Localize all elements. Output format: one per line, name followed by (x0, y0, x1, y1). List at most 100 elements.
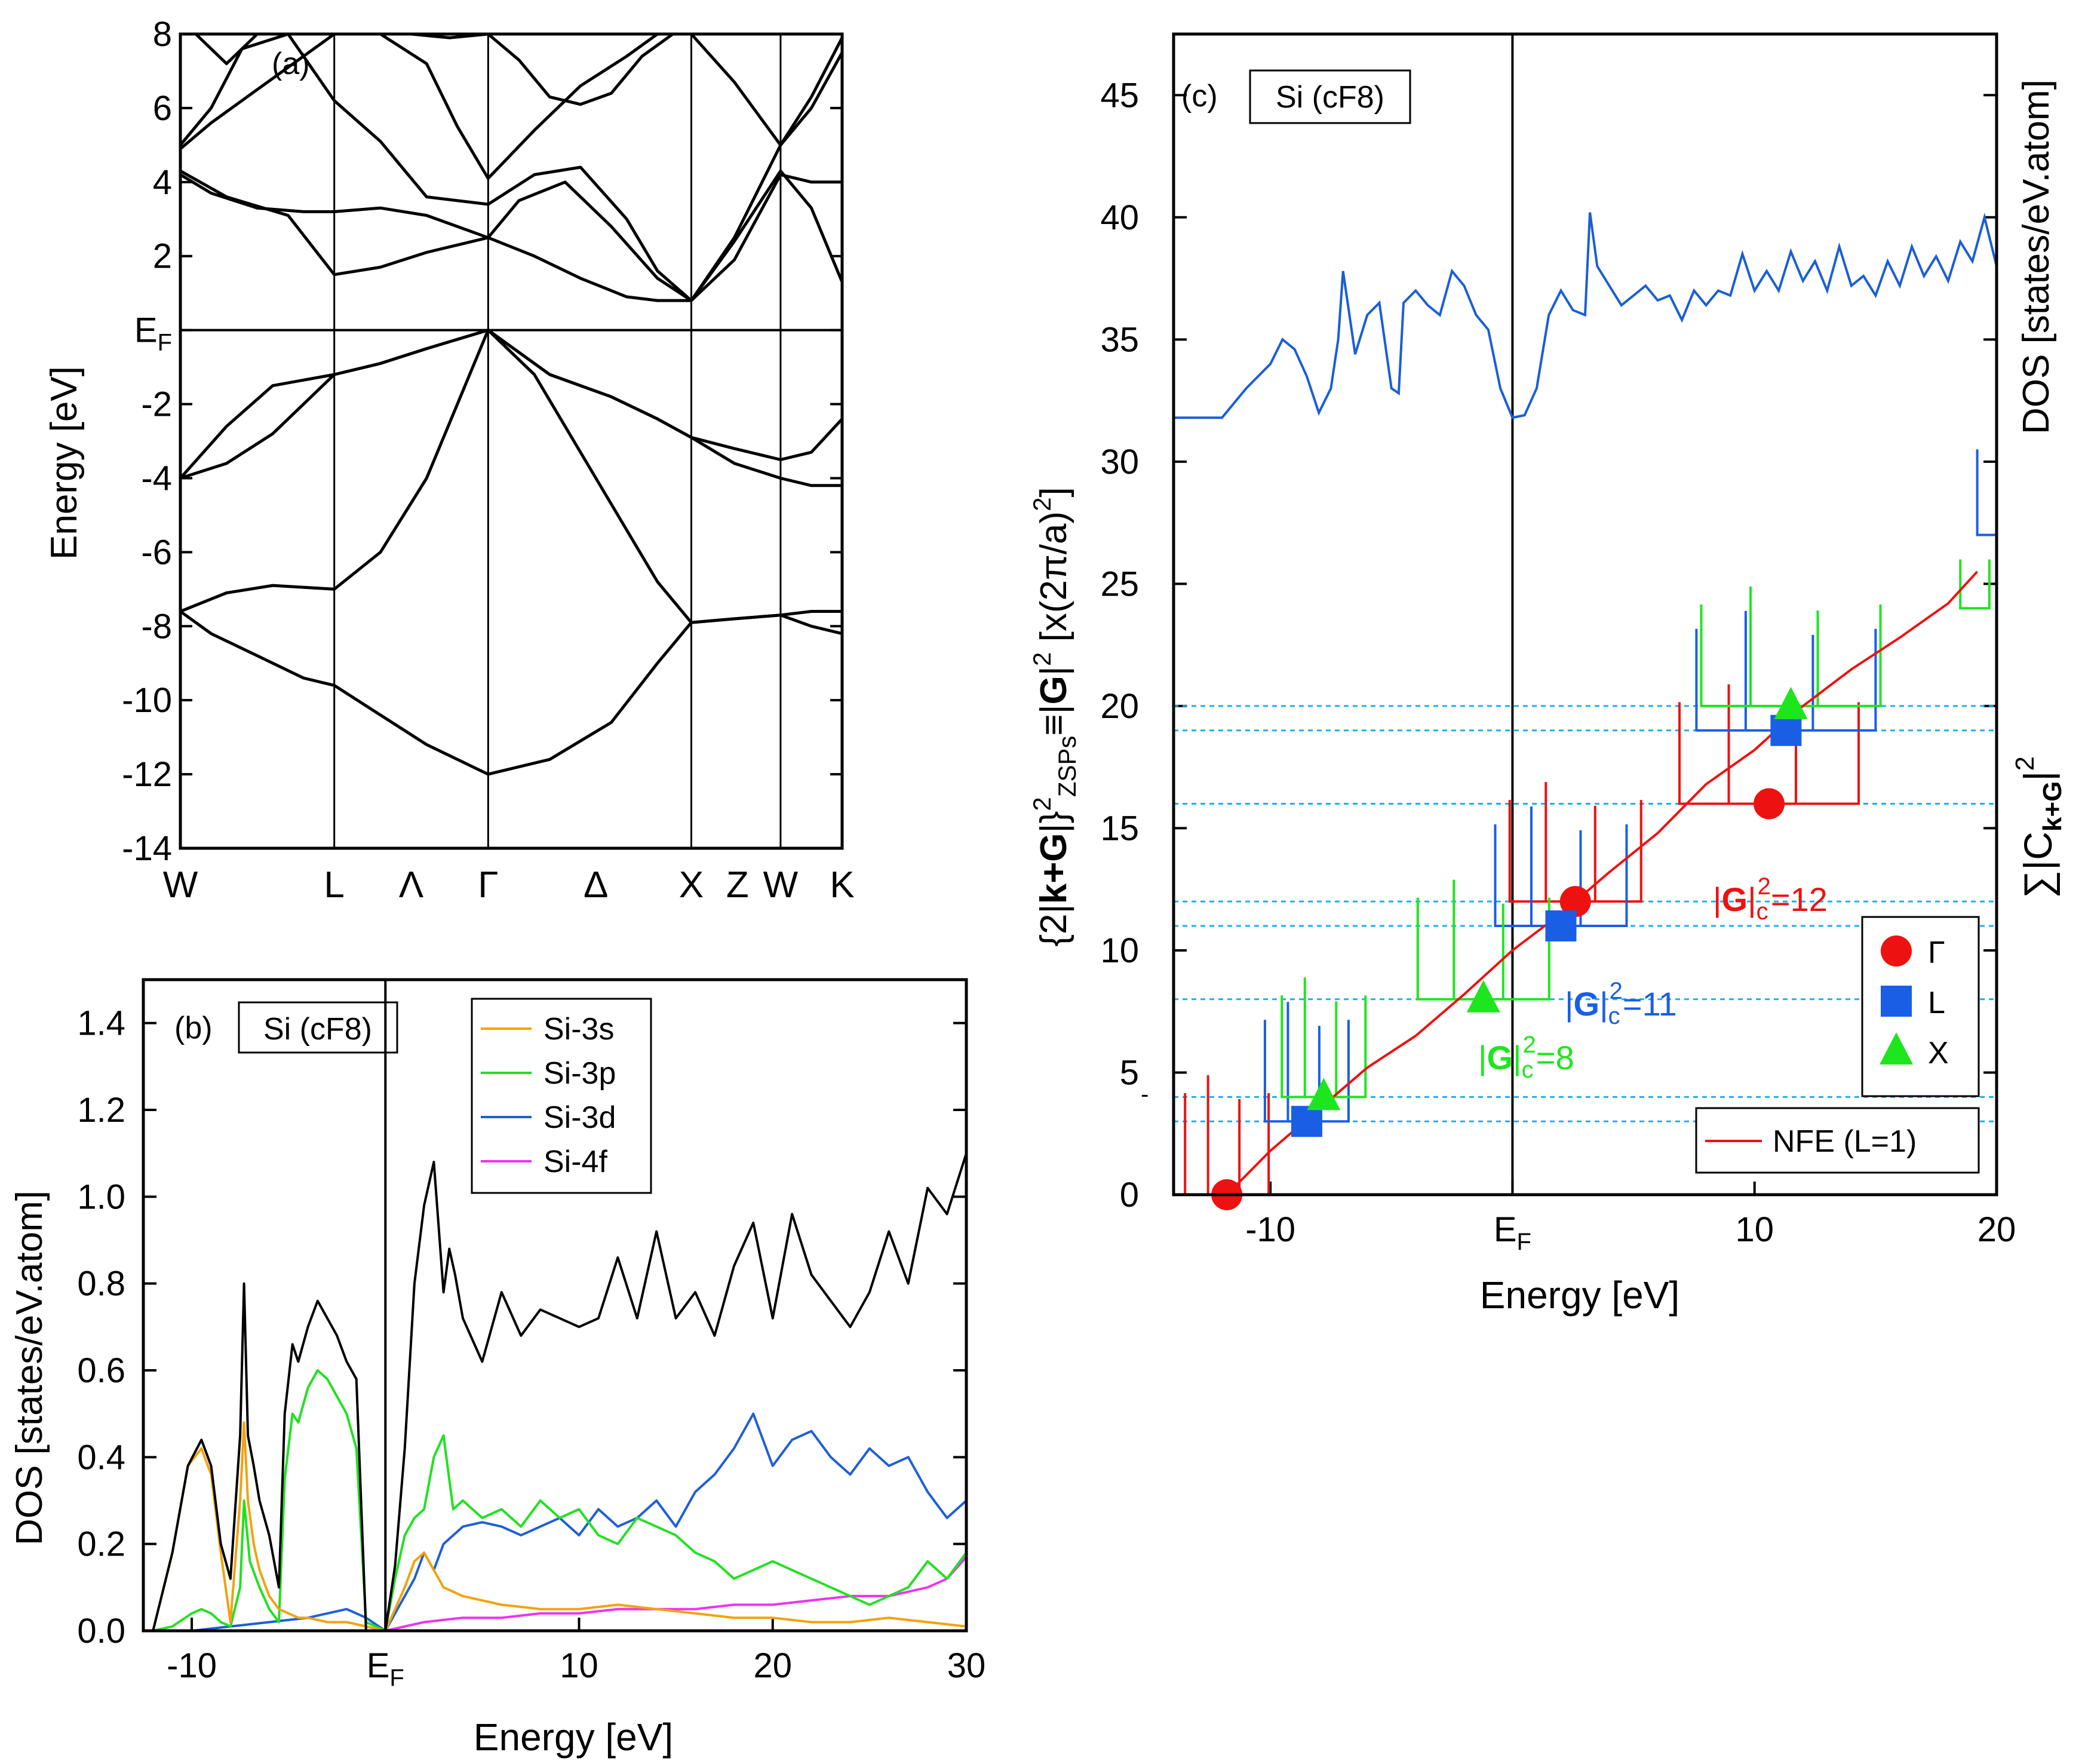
panel-b-series-si-3s (152, 1421, 967, 1632)
panel-b-ytick-label: 1.0 (77, 1177, 125, 1216)
panel-b-title-box (238, 1001, 398, 1054)
panel-b-ylabel: DOS [states/eV.atom] (9, 1191, 50, 1545)
panel-c-point-x (1774, 686, 1808, 719)
panel-c-legend-box (1861, 916, 1980, 1097)
panel-a-ytick-label: 2 (153, 237, 172, 276)
panel-c-ytick-label: 15 (1100, 809, 1139, 848)
panel-c-annotation: |G|c2=12 (1713, 873, 1828, 925)
panel-c-ytick-label: 30 (1100, 443, 1139, 481)
panel-c-zsp: (c) Si (cF8) {2|k+G|}2ZSPs≡|G|2 [x(2π/a)… (1028, 32, 2067, 1317)
panel-c-dos-curve (1174, 212, 1998, 419)
panel-a-kpoint-label: W (163, 864, 198, 906)
panel-b-xtick-label: 10 (560, 1646, 598, 1685)
panel-b-legend-label: Si-3s (543, 1012, 614, 1047)
panel-a-band-6 (179, 173, 842, 302)
panel-b-xtick-label: 30 (947, 1646, 986, 1685)
panel-c-xtick-label: -10 (1245, 1210, 1295, 1249)
panel-a-bands (179, 32, 844, 776)
panel-a-kpoint-label: W (763, 864, 799, 906)
panel-a-ytick-label: -4 (141, 459, 172, 498)
panel-b-ytick-label: 0.4 (77, 1438, 125, 1477)
panel-a-ytick-label: EF (134, 311, 172, 356)
panel-b-series-si-3p (152, 1369, 968, 1632)
panel-c-xlabel: Energy [eV] (1480, 1274, 1679, 1317)
panel-b-xtick-label: 20 (754, 1646, 793, 1685)
panel-b-ytick-label: 1.4 (77, 1004, 125, 1043)
panel-c-point-gamma (1559, 886, 1591, 918)
panel-c-point-l (1770, 714, 1802, 746)
panel-b-ytick-label: 0.8 (77, 1265, 125, 1303)
stray-dash: - (1141, 1081, 1149, 1108)
panel-a-band-4 (180, 329, 842, 487)
panel-c-legend: ΓLX NFE (L=1) (1695, 916, 1980, 1174)
panel-c-ytick-label: 0 (1120, 1176, 1139, 1214)
panel-c-legend-marker-l (1881, 986, 1912, 1017)
panel-b-frame (142, 978, 968, 1633)
panel-a-ytick-label: -10 (122, 681, 172, 720)
panel-c-ytick-label: 10 (1100, 931, 1139, 970)
panel-c-frame (1172, 32, 1998, 1197)
panel-b-legend: Si-3s Si-3p Si-3d Si-4f (471, 998, 652, 1194)
panel-a-kpoint-label: Z (726, 864, 749, 906)
panel-a-ytick-label: 6 (153, 89, 172, 128)
panel-c-point-x (1466, 980, 1500, 1013)
panel-b-ytick-label: 0.6 (77, 1351, 125, 1390)
panel-a-band-5 (179, 169, 844, 302)
panel-a-frame (179, 32, 844, 850)
panel-c-annotation: |G|c2=11 (1565, 978, 1677, 1029)
panel-a-ytick-label: -2 (141, 385, 172, 424)
panel-c-xtick-label: 20 (1977, 1210, 2016, 1249)
panel-c-legend-label: L (1928, 986, 1945, 1020)
panel-b-series (152, 1153, 968, 1632)
panel-b-series-total (152, 1153, 968, 1632)
panel-b-legend-label: Si-3p (543, 1056, 616, 1091)
panel-b-y-ticks: 0.0 0.2 0.4 0.6 0.8 1.0 1.2 1.4 (77, 1004, 966, 1651)
panel-c-xtick-label: EF (1494, 1210, 1531, 1255)
panel-c-ylabel: {2|k+G|}2ZSPs≡|G|2 [x(2π/a)2] (1028, 487, 1081, 946)
panel-c-point-gamma (1754, 788, 1785, 820)
panel-a-band-7 (179, 32, 844, 302)
panel-a-band-10 (195, 33, 259, 66)
panel-c-legend-marker-x (1880, 1032, 1913, 1064)
panel-c-nfe-legend-label: NFE (L=1) (1773, 1124, 1917, 1159)
panel-a-band-2 (180, 329, 843, 636)
panel-c-legend-label: X (1928, 1036, 1949, 1070)
panel-c-ytick-label: 20 (1100, 687, 1139, 726)
panel-a-kpoint-label: L (324, 864, 344, 906)
panel-a-ytick-label: -8 (141, 607, 172, 646)
panel-c-point-l (1545, 910, 1577, 942)
panel-c-legend-label: Γ (1928, 935, 1945, 970)
panel-b-label: (b) (174, 1011, 213, 1045)
panel-c-ytick-label: 40 (1100, 198, 1139, 237)
panel-b-xtick-label: EF (367, 1646, 404, 1691)
panel-a-y-ticks: 8 6 4 2 EF -2 -4 -6 -8 -10 -12 -14 (122, 15, 842, 868)
panel-a-band-8 (179, 32, 844, 180)
panel-c-ytick-label: 45 (1100, 76, 1139, 115)
panel-a-band-1 (179, 610, 842, 776)
panel-a-kpoint-label: Λ (399, 864, 424, 906)
panel-c-bar-bracket (1959, 559, 1991, 610)
panel-c-right-label-ckg: ∑|Ck+G|2 (2010, 756, 2067, 898)
panel-a-kpoint-label: Γ (478, 864, 498, 906)
panel-c-point-x (1307, 1078, 1341, 1110)
panel-b-ytick-label: 0.2 (77, 1525, 125, 1564)
panel-c-xtick-label: 10 (1735, 1210, 1774, 1249)
panel-b-series-si-3d (153, 1412, 968, 1632)
panel-c-ytick-label: 25 (1100, 565, 1139, 603)
panel-c-label: (c) (1181, 79, 1218, 113)
panel-b-dos: (b) Si (cF8) DOS [states/eV.atom] Energy… (9, 978, 986, 1759)
panel-b-title: Si (cF8) (263, 1012, 372, 1047)
panel-b-xtick-label: -10 (167, 1646, 217, 1685)
panel-b-ytick-label: 0.0 (77, 1612, 125, 1651)
panel-c-x-ticks: -10 EF 10 20 (1245, 1182, 2016, 1255)
panel-c-bar-bracket (1976, 449, 1997, 536)
panel-c-ytick-label: 5 (1120, 1053, 1139, 1092)
panel-c-title-box (1249, 69, 1411, 124)
panel-a-band-9 (411, 32, 674, 106)
panel-c-right-label-dos: DOS [states/eV.atom] (2016, 79, 2057, 434)
panel-c-point-l (1291, 1106, 1322, 1137)
panel-a-kpoint-label: Δ (584, 864, 608, 906)
panel-a-ylabel: Energy [eV] (44, 366, 85, 560)
